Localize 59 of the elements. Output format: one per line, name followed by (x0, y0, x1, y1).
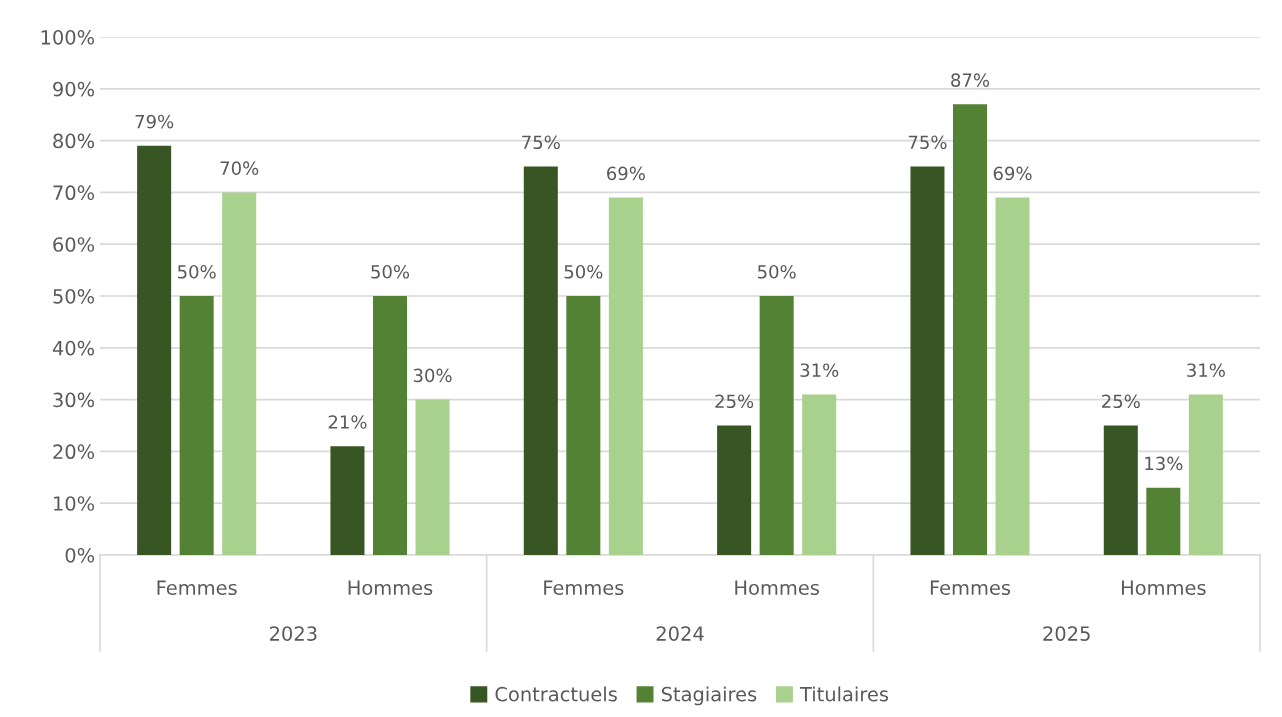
bar (137, 145, 172, 555)
bar (717, 425, 752, 555)
data-label: 50% (564, 264, 603, 279)
x-tick-label: Hommes (1121, 580, 1206, 596)
y-tick-label: 80% (53, 133, 95, 149)
data-label: 30% (413, 368, 452, 383)
x-tick-label: Femmes (157, 580, 237, 596)
bar (566, 296, 601, 555)
x-tick-label: Femmes (930, 580, 1011, 596)
data-label: 75% (908, 135, 947, 150)
bar (1146, 487, 1181, 555)
data-label: 50% (371, 264, 410, 279)
text: 2023 (270, 626, 317, 641)
legend-label: Titulaires (799, 686, 889, 702)
y-tick-label: 0% (65, 547, 95, 563)
text: 2024 (656, 626, 704, 641)
bar (179, 296, 214, 555)
legend-label: Contractuels (495, 686, 617, 702)
data-label: 87% (951, 73, 990, 87)
x-tick-label: Hommes (735, 580, 819, 596)
data-label: 69% (993, 166, 1032, 181)
bar (952, 104, 988, 555)
data-label: 13% (1145, 456, 1183, 471)
data-label: 50% (177, 264, 216, 279)
bar (1103, 425, 1138, 555)
data-label: 75% (522, 135, 560, 150)
data-label: 21% (328, 415, 367, 429)
y-tick-label: 20% (53, 444, 95, 460)
bar (523, 166, 558, 555)
data-label: 25% (1102, 394, 1140, 409)
x-tick-label: Femmes (544, 580, 624, 596)
y-tick-label: 30% (53, 392, 95, 408)
x-tick-label: Hommes (348, 580, 433, 596)
data-label: 25% (715, 394, 754, 409)
text: 2025 (1043, 626, 1090, 641)
bar (759, 296, 794, 555)
y-tick-label: 50% (53, 288, 95, 304)
bar (995, 197, 1030, 555)
y-tick-label: 100% (41, 29, 95, 45)
bar (372, 296, 408, 555)
data-label: 31% (800, 363, 839, 378)
bar (608, 197, 643, 555)
bar (910, 166, 945, 555)
data-label: 79% (135, 114, 174, 129)
data-label: 50% (757, 264, 796, 279)
bar (1188, 394, 1223, 555)
data-label: 69% (607, 166, 645, 181)
bar (415, 399, 450, 555)
data-label: 31% (1187, 363, 1225, 378)
legend-label: Stagiaires (661, 686, 757, 706)
y-tick-label: 40% (52, 340, 95, 356)
y-tick-label: 60% (53, 237, 95, 252)
data-label: 70% (220, 161, 259, 176)
bar (802, 394, 837, 555)
bar (222, 192, 257, 555)
bar (330, 446, 365, 555)
y-tick-label: 10% (54, 496, 95, 511)
y-tick-label: 90% (53, 81, 95, 97)
y-tick-label: 70% (53, 185, 95, 201)
